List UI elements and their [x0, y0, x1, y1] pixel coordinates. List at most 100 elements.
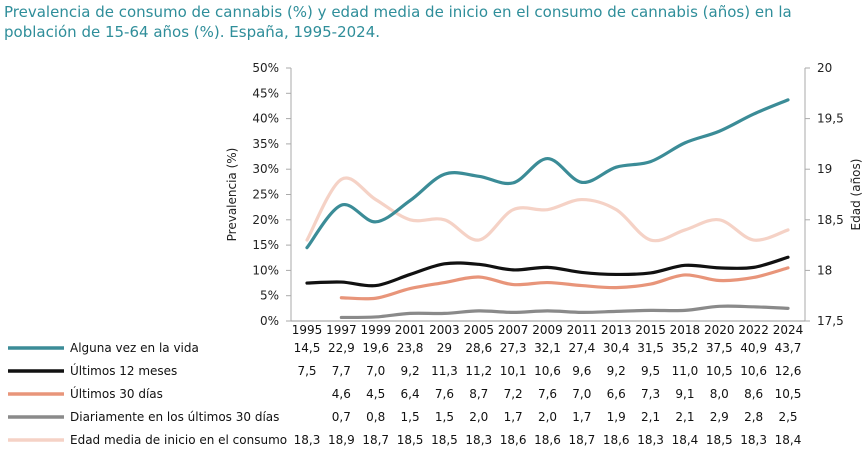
table-cell: 6,4 [401, 387, 420, 401]
x-tick-label: 2013 [601, 323, 632, 337]
table-cell: 11,0 [672, 364, 699, 378]
table-cell: 2,1 [641, 410, 660, 424]
left-tick-label: 0% [260, 314, 279, 328]
table-cell: 4,6 [332, 387, 351, 401]
table-cell: 18,6 [603, 433, 630, 447]
legend-label: Diariamente en los últimos 30 días [70, 410, 279, 424]
legend-label: Edad media de inicio en el consumo [70, 433, 287, 447]
series-line-0 [305, 98, 790, 250]
table-cell: 18,7 [362, 433, 389, 447]
right-tick-label: 19,5 [817, 112, 844, 126]
x-tick-label: 1999 [360, 323, 391, 337]
table-cell: 1,7 [572, 410, 591, 424]
table-cell: 7,0 [366, 364, 385, 378]
table-cell: 10,6 [534, 364, 561, 378]
x-tick-label: 2011 [567, 323, 598, 337]
table-cell: 1,7 [504, 410, 523, 424]
left-tick-label: 5% [260, 289, 279, 303]
table-cell: 4,5 [366, 387, 385, 401]
series-line-2 [339, 266, 790, 301]
right-axis-label: Edad (años) [849, 159, 863, 231]
table-cell: 0,7 [332, 410, 351, 424]
legend-label: Últimos 30 días [70, 386, 163, 401]
left-tick-label: 25% [252, 188, 279, 202]
table-cell: 19,6 [362, 341, 389, 355]
table-cell: 8,7 [469, 387, 488, 401]
table-cell: 11,2 [465, 364, 492, 378]
left-tick-label: 45% [252, 86, 279, 100]
table-cell: 18,3 [637, 433, 664, 447]
table-cell: 18,5 [706, 433, 733, 447]
table-cell: 14,5 [294, 341, 321, 355]
table-cell: 32,1 [534, 341, 561, 355]
table-cell: 9,6 [572, 364, 591, 378]
left-tick-label: 20% [252, 213, 279, 227]
table-cell: 6,6 [607, 387, 626, 401]
table-cell: 43,7 [775, 341, 802, 355]
table-cell: 35,2 [672, 341, 699, 355]
x-tick-label: 1995 [292, 323, 323, 337]
x-tick-label: 2018 [670, 323, 701, 337]
table-cell: 2,1 [675, 410, 694, 424]
table-cell: 18,3 [465, 433, 492, 447]
table-cell: 7,6 [538, 387, 557, 401]
left-tick-label: 40% [252, 112, 279, 126]
x-tick-label: 2005 [464, 323, 495, 337]
table-cell: 18,4 [672, 433, 699, 447]
table-cell: 9,5 [641, 364, 660, 378]
left-axis-label: Prevalencia (%) [225, 148, 239, 242]
right-tick-label: 18,5 [817, 213, 844, 227]
table-cell: 8,0 [710, 387, 729, 401]
series-line-3 [339, 304, 790, 320]
legend-label: Alguna vez en la vida [70, 341, 199, 355]
x-tick-label: 2009 [532, 323, 563, 337]
table-cell: 1,5 [401, 410, 420, 424]
series-line-4 [305, 176, 790, 243]
table-cell: 18,6 [534, 433, 561, 447]
table-cell: 2,8 [744, 410, 763, 424]
left-tick-label: 35% [252, 137, 279, 151]
table-cell: 18,9 [328, 433, 355, 447]
chart-title: Prevalencia de consumo de cannabis (%) y… [4, 3, 792, 41]
table-cell: 27,4 [568, 341, 595, 355]
left-tick-label: 15% [252, 238, 279, 252]
table-cell: 1,5 [435, 410, 454, 424]
table-cell: 11,3 [431, 364, 458, 378]
table-cell: 40,9 [740, 341, 767, 355]
x-tick-label: 2001 [395, 323, 426, 337]
x-tick-label: 2003 [429, 323, 460, 337]
table-cell: 7,2 [504, 387, 523, 401]
table-cell: 2,0 [469, 410, 488, 424]
table-cell: 18,6 [500, 433, 527, 447]
table-cell: 9,2 [401, 364, 420, 378]
table-cell: 23,8 [397, 341, 424, 355]
table-cell: 18,4 [775, 433, 802, 447]
table-cell: 18,5 [431, 433, 458, 447]
table-cell: 10,1 [500, 364, 527, 378]
table-cell: 8,6 [744, 387, 763, 401]
series-line-1 [305, 255, 790, 288]
x-tick-label: 2024 [773, 323, 804, 337]
table-cell: 30,4 [603, 341, 630, 355]
right-tick-label: 17,5 [817, 314, 844, 328]
table-cell: 31,5 [637, 341, 664, 355]
table-cell: 7,7 [332, 364, 351, 378]
table-cell: 9,1 [675, 387, 694, 401]
table-cell: 2,0 [538, 410, 557, 424]
table-cell: 0,8 [366, 410, 385, 424]
table-cell: 18,3 [294, 433, 321, 447]
table-cell: 2,5 [778, 410, 797, 424]
table-cell: 7,3 [641, 387, 660, 401]
table-cell: 7,0 [572, 387, 591, 401]
table-cell: 18,5 [397, 433, 424, 447]
right-tick-label: 18 [817, 263, 832, 277]
table-cell: 10,5 [775, 387, 802, 401]
table-cell: 18,3 [740, 433, 767, 447]
table-cell: 10,5 [706, 364, 733, 378]
table-cell: 12,6 [775, 364, 802, 378]
left-tick-label: 10% [252, 263, 279, 277]
right-tick-label: 20 [817, 61, 832, 75]
table-cell: 27,3 [500, 341, 527, 355]
